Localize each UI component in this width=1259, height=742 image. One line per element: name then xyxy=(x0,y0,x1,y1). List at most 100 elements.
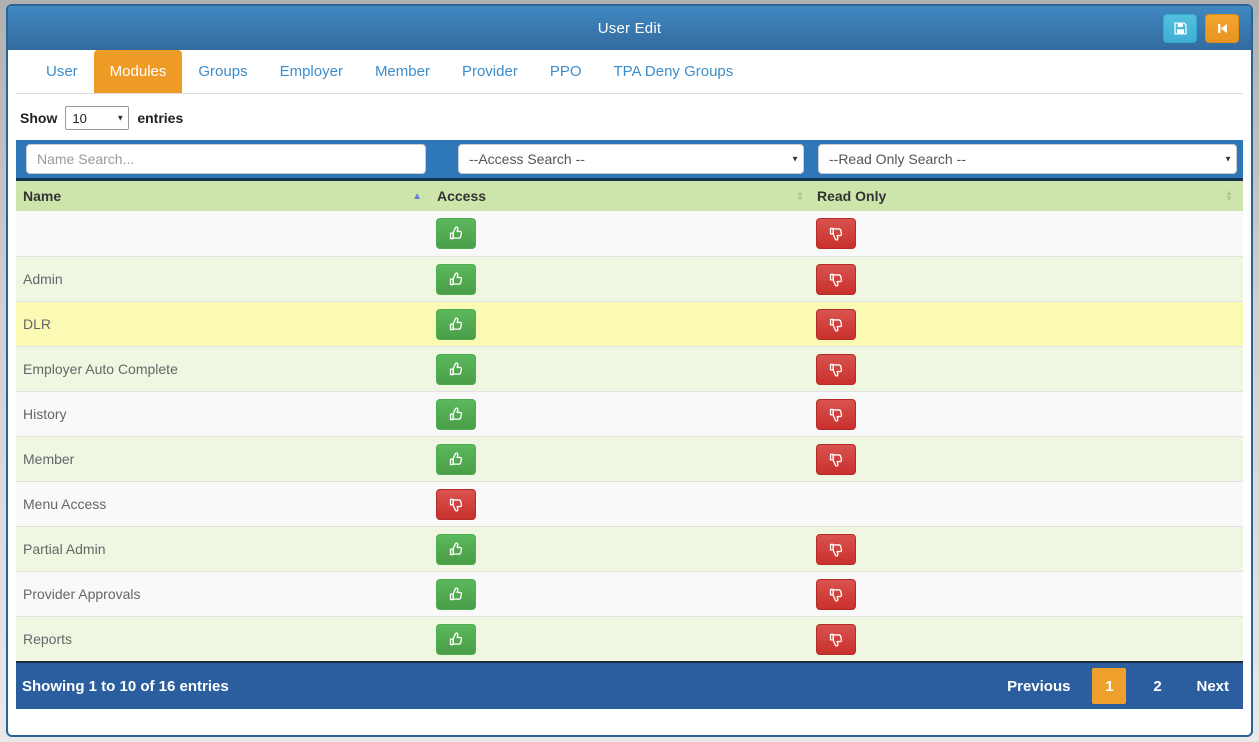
access-granted-button[interactable] xyxy=(436,623,476,655)
entries-per-page-select[interactable]: 10 xyxy=(65,106,130,130)
column-header-name[interactable]: Name ▲ xyxy=(16,181,430,211)
column-header-read-only[interactable]: Read Only ▲ ▼ xyxy=(810,181,1243,211)
page-title: User Edit xyxy=(597,19,662,37)
access-granted-button[interactable] xyxy=(436,578,476,610)
thumbs-down-icon xyxy=(829,587,844,602)
table-row-menu-access: Menu Access xyxy=(16,481,1243,526)
user-edit-window: User Edit xyxy=(6,4,1253,737)
module-name: Menu Access xyxy=(23,496,107,512)
module-name: Admin xyxy=(23,271,63,287)
tab-groups[interactable]: Groups xyxy=(198,63,248,80)
thumbs-up-icon xyxy=(449,361,464,377)
tab-member[interactable]: Member xyxy=(374,63,430,80)
access-cell xyxy=(430,572,810,616)
thumbs-down-icon xyxy=(829,542,844,557)
read-only-denied-button[interactable] xyxy=(816,623,856,655)
access-cell xyxy=(430,437,810,481)
table-row-member: Member xyxy=(16,436,1243,481)
module-name: Member xyxy=(23,451,75,467)
read-only-denied-button[interactable] xyxy=(816,263,856,295)
title-bar: User Edit xyxy=(8,6,1251,50)
table-row-provider-approvals: Provider Approvals xyxy=(16,571,1243,616)
module-name: DLR xyxy=(23,316,52,332)
table-header-row: Name ▲ Access ▲ ▼ Read Only ▲ ▼ xyxy=(16,181,1243,211)
back-button[interactable] xyxy=(1205,14,1239,43)
tab-employer[interactable]: Employer xyxy=(279,63,343,80)
access-granted-button[interactable] xyxy=(436,398,476,430)
content-area: User Modules Groups Employer Member Provider P… xyxy=(8,50,1251,709)
page-button-2[interactable]: 2 xyxy=(1153,677,1162,695)
access-cell xyxy=(430,257,810,301)
tab-tpa-deny-groups[interactable]: TPA Deny Groups xyxy=(613,63,734,80)
tab-modules[interactable]: Modules xyxy=(93,50,183,93)
thumbs-down-icon xyxy=(829,317,844,332)
read-only-cell xyxy=(810,482,1243,526)
module-name: Employer Auto Complete xyxy=(23,361,178,377)
table-row-dlr: DLR xyxy=(16,301,1243,346)
table-row-partial-admin: Partial Admin xyxy=(16,526,1243,571)
read-only-cell xyxy=(810,572,1243,616)
tab-user[interactable]: User xyxy=(46,63,78,80)
access-cell xyxy=(430,211,810,256)
column-label: Read Only xyxy=(817,188,887,204)
tab-provider[interactable]: Provider xyxy=(461,63,518,80)
module-name: History xyxy=(23,406,67,422)
table-row-reports: Reports xyxy=(16,616,1243,661)
read-only-cell xyxy=(810,527,1243,571)
access-granted-button[interactable] xyxy=(436,308,476,340)
sort-ascending-icon: ▲ xyxy=(412,190,422,202)
access-cell xyxy=(430,347,810,391)
table-row-history: History xyxy=(16,391,1243,436)
thumbs-down-icon xyxy=(449,497,464,512)
access-denied-button[interactable] xyxy=(436,488,476,520)
column-label: Access xyxy=(437,188,487,204)
read-only-denied-button[interactable] xyxy=(816,578,856,610)
read-only-denied-button[interactable] xyxy=(816,353,856,385)
access-cell xyxy=(430,527,810,571)
show-label: Show xyxy=(20,110,58,126)
read-only-denied-button[interactable] xyxy=(816,308,856,340)
read-only-denied-button[interactable] xyxy=(816,398,856,430)
read-only-denied-button[interactable] xyxy=(816,533,856,565)
thumbs-down-icon xyxy=(829,272,844,287)
next-page-button[interactable]: Next xyxy=(1196,677,1229,695)
thumbs-down-icon xyxy=(829,632,844,647)
previous-page-button[interactable]: Previous xyxy=(1007,677,1071,695)
column-label: Name xyxy=(23,188,62,204)
read-only-cell xyxy=(810,347,1243,391)
read-only-cell xyxy=(810,392,1243,436)
thumbs-up-icon xyxy=(449,541,464,557)
save-button[interactable] xyxy=(1163,14,1197,43)
access-cell xyxy=(430,302,810,346)
showing-entries-info: Showing 1 to 10 of 16 entries xyxy=(22,677,229,695)
column-header-access[interactable]: Access ▲ ▼ xyxy=(430,181,810,211)
module-name xyxy=(16,211,430,256)
sort-both-icon: ▲ ▼ xyxy=(796,188,804,203)
filter-bar: --Access Search -- ▼ --Read Only Search … xyxy=(16,140,1243,181)
read-only-cell xyxy=(810,617,1243,661)
access-granted-button[interactable] xyxy=(436,533,476,565)
access-granted-button[interactable] xyxy=(436,353,476,385)
access-cell xyxy=(430,617,810,661)
table-row-admin: Admin xyxy=(16,256,1243,301)
read-only-denied-button[interactable] xyxy=(816,443,856,475)
thumbs-up-icon xyxy=(449,226,464,241)
page-button-1[interactable]: 1 xyxy=(1092,668,1127,704)
thumbs-up-icon xyxy=(449,631,464,647)
thumbs-down-icon xyxy=(829,407,844,422)
access-granted-button[interactable] xyxy=(436,263,476,295)
readonly-search-select[interactable]: --Read Only Search -- xyxy=(818,144,1237,174)
thumbs-up-icon xyxy=(449,406,464,422)
table-row-employer-auto-complete: Employer Auto Complete xyxy=(16,346,1243,391)
access-granted-button[interactable] xyxy=(436,218,476,249)
access-search-select[interactable]: --Access Search -- xyxy=(458,144,804,174)
read-only-denied-button[interactable] xyxy=(816,218,856,249)
access-granted-button[interactable] xyxy=(436,443,476,475)
name-search-input[interactable] xyxy=(26,144,426,174)
tab-ppo[interactable]: PPO xyxy=(549,63,582,80)
sort-both-icon: ▲ ▼ xyxy=(1225,188,1233,203)
entries-label: entries xyxy=(137,110,184,126)
title-bar-actions xyxy=(1163,14,1239,43)
